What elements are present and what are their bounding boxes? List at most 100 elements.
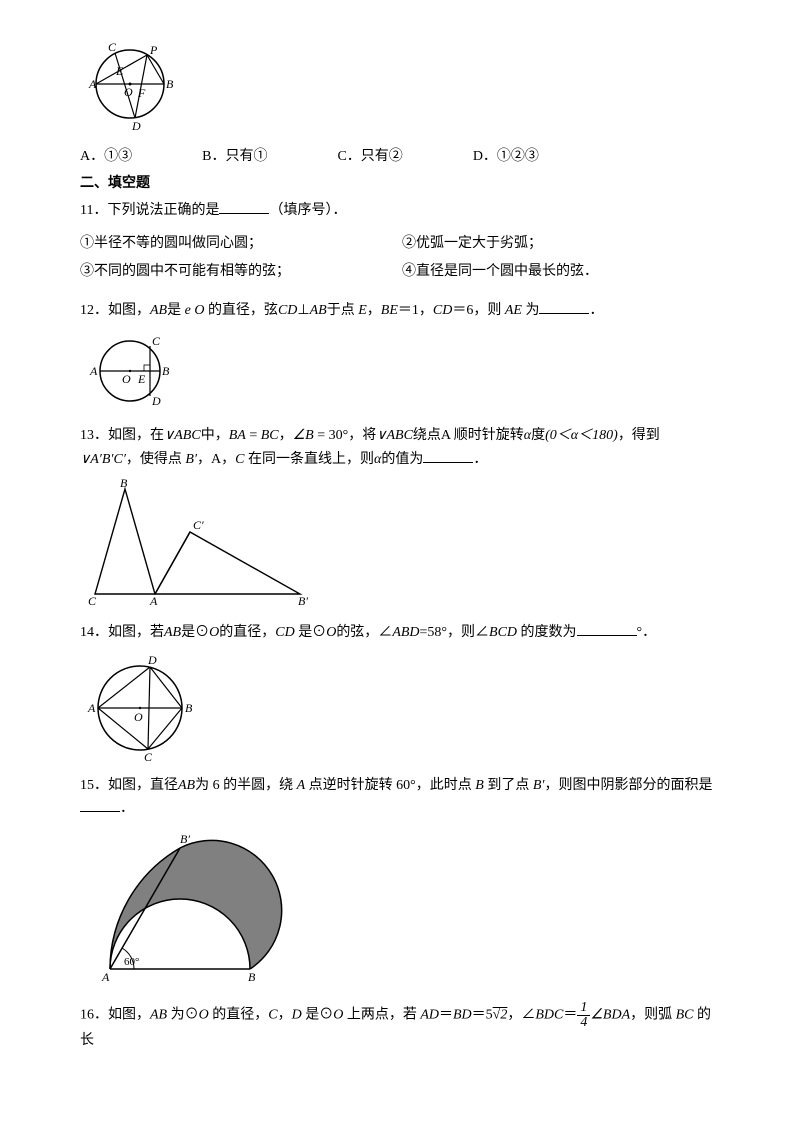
q12-cd: CD (278, 303, 297, 318)
q14-t2: 是⊙ (181, 625, 209, 640)
q12-t5: 为 (525, 303, 539, 318)
q10-figure: A B C D P O E F (80, 34, 724, 142)
q16-C: C (268, 1008, 277, 1023)
q14-figure: A B D C O (80, 653, 724, 771)
svg-text:O: O (122, 372, 131, 386)
q12-t4: 于点 (327, 303, 355, 318)
svg-text:B′: B′ (298, 594, 308, 608)
q13: 13．如图，在∨ABC中，BA = BC，∠B = 30°，将∨ABC绕点A 顺… (80, 425, 724, 471)
q14-t4: 是⊙ (298, 625, 326, 640)
q13-period: ． (473, 452, 487, 467)
svg-text:B′: B′ (180, 832, 190, 846)
q16-bc: BC (676, 1008, 694, 1023)
q13-ba: BA (229, 428, 246, 443)
q12-E: E (358, 303, 367, 318)
q14-t3: 的直径， (219, 625, 275, 640)
q16-ab: AB (150, 1008, 167, 1023)
q14-eq: =58°，则∠ (420, 625, 490, 640)
q16-frac-den: 4 (577, 1016, 590, 1030)
q15-semicircle-diagram: 60° A B B′ (80, 829, 290, 989)
q11-s3: ③不同的圆中不可能有相等的弦； (80, 261, 402, 283)
svg-text:D: D (151, 394, 161, 408)
svg-text:C: C (88, 594, 97, 608)
q13-t4: 绕点 (413, 428, 441, 443)
q13-t1: 13．如图，在 (80, 428, 164, 443)
q12-ae: AE (505, 303, 522, 318)
q13-range: (0＜α＜180) (545, 428, 618, 443)
q12-be: BE (381, 303, 398, 318)
q11-s4: ④直径是同一个圆中最长的弦． (402, 261, 724, 283)
q13-vabc: ∨ABC (164, 428, 201, 443)
q14-bcd: BCD (489, 625, 517, 640)
svg-text:B: B (166, 77, 174, 91)
q14-t1: 14．如图，若 (80, 625, 164, 640)
q10-option-c: C．只有② (337, 146, 402, 168)
q16-t4: ， (278, 1008, 292, 1023)
svg-text:D: D (131, 119, 141, 133)
q15-B: B (475, 778, 484, 793)
q11-statements: ①半径不等的圆叫做同心圆； ②优弧一定大于劣弧； ③不同的圆中不可能有相等的弦；… (80, 233, 724, 290)
q16-ad: AD (420, 1008, 439, 1023)
q13-triangle-diagram: B C A C′ B′ (80, 479, 320, 609)
q13-angB: ∠B (293, 428, 314, 443)
svg-text:D: D (147, 653, 157, 667)
q16-root2: √2 (493, 1008, 508, 1023)
svg-text:O: O (124, 85, 133, 99)
q13-figure: B C A C′ B′ (80, 479, 724, 617)
q11-blank (219, 199, 269, 214)
q13-eq: = (249, 428, 257, 443)
q11-s1: ①半径不等的圆叫做同心圆； (80, 233, 402, 255)
q16-t8: ，则弧 (630, 1008, 672, 1023)
q12-eq: ＝1， (398, 303, 433, 318)
q13-t8: ，使得点 (126, 452, 182, 467)
svg-text:B: B (162, 364, 170, 378)
q13-t6: 度 (531, 428, 545, 443)
svg-text:A: A (149, 594, 158, 608)
svg-text:B: B (248, 970, 256, 984)
q16-t2: 为⊙ (171, 1008, 199, 1023)
q14-circle-diagram: A B D C O (80, 653, 205, 763)
q13-t5: 顺时针旋转 (450, 428, 524, 443)
svg-text:C′: C′ (193, 518, 204, 532)
q15-ab: AB (178, 778, 195, 793)
q15-t4: 到了点 (487, 778, 529, 793)
q13-Bp: B′ (185, 452, 197, 467)
svg-text:O: O (134, 710, 143, 724)
q12-cd2: CD (433, 303, 452, 318)
q13-t11: 在同一条直线上，则 (248, 452, 374, 467)
q15-t5: ，则图中阴影部分的面积是 (544, 778, 712, 793)
svg-text:E: E (137, 372, 146, 386)
q10-option-a: A．①③ (80, 146, 132, 168)
q13-l2: ∨A′B′C′ (80, 452, 126, 467)
q10-options: A．①③ B．只有① C．只有② D．①②③ (80, 146, 724, 168)
q13-t7: ，得到 (618, 428, 660, 443)
q16-D: D (292, 1008, 302, 1023)
svg-text:A: A (101, 970, 110, 984)
q16-eq2: ＝5 (472, 1008, 493, 1023)
q14-ab: AB (164, 625, 181, 640)
q16-O: O (199, 1008, 209, 1023)
q12-eq2: ＝6，则 (452, 303, 501, 318)
q11-prompt-before: 11．下列说法正确的是 (80, 203, 219, 218)
q12-t1: 12．如图， (80, 303, 150, 318)
q16-bdc: BDC (535, 1008, 563, 1023)
q12-figure: A B C D O E (80, 331, 724, 421)
q10-option-d: D．①②③ (473, 146, 539, 168)
q12-c1: ， (367, 303, 381, 318)
q16-frac-num: 1 (577, 1001, 590, 1016)
q15-period: ． (120, 801, 134, 816)
q11-prompt-after: （填序号）． (269, 203, 346, 218)
q16-t6: 上两点，若 (347, 1008, 417, 1023)
svg-text:C: C (108, 40, 117, 54)
q14-t6: 的度数为 (517, 625, 577, 640)
q12-period: ． (589, 303, 603, 318)
q14-t5: 的弦，∠ (336, 625, 392, 640)
q16-t7: ，∠ (507, 1008, 535, 1023)
q14-O: O (209, 625, 219, 640)
q13-blank (423, 448, 473, 463)
svg-text:A: A (89, 364, 98, 378)
q13-t3: ， (279, 428, 293, 443)
svg-text:A: A (87, 701, 96, 715)
q14-O2: O (326, 625, 336, 640)
q13-A: A (441, 428, 450, 443)
